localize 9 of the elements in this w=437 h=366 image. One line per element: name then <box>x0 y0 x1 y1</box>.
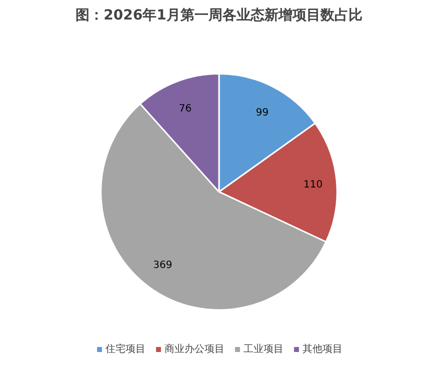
legend-label: 其他项目 <box>302 342 342 356</box>
data-label: 76 <box>178 104 192 115</box>
legend-label: 工业项目 <box>244 342 284 356</box>
data-label: 110 <box>304 180 323 191</box>
legend-label: 住宅项目 <box>106 342 146 356</box>
legend-label: 商业办公项目 <box>164 342 224 356</box>
chart-title: 图：2026年1月第一周各业态新增项目数占比 <box>76 6 362 24</box>
data-label: 99 <box>256 108 269 119</box>
data-label: 369 <box>153 260 172 272</box>
